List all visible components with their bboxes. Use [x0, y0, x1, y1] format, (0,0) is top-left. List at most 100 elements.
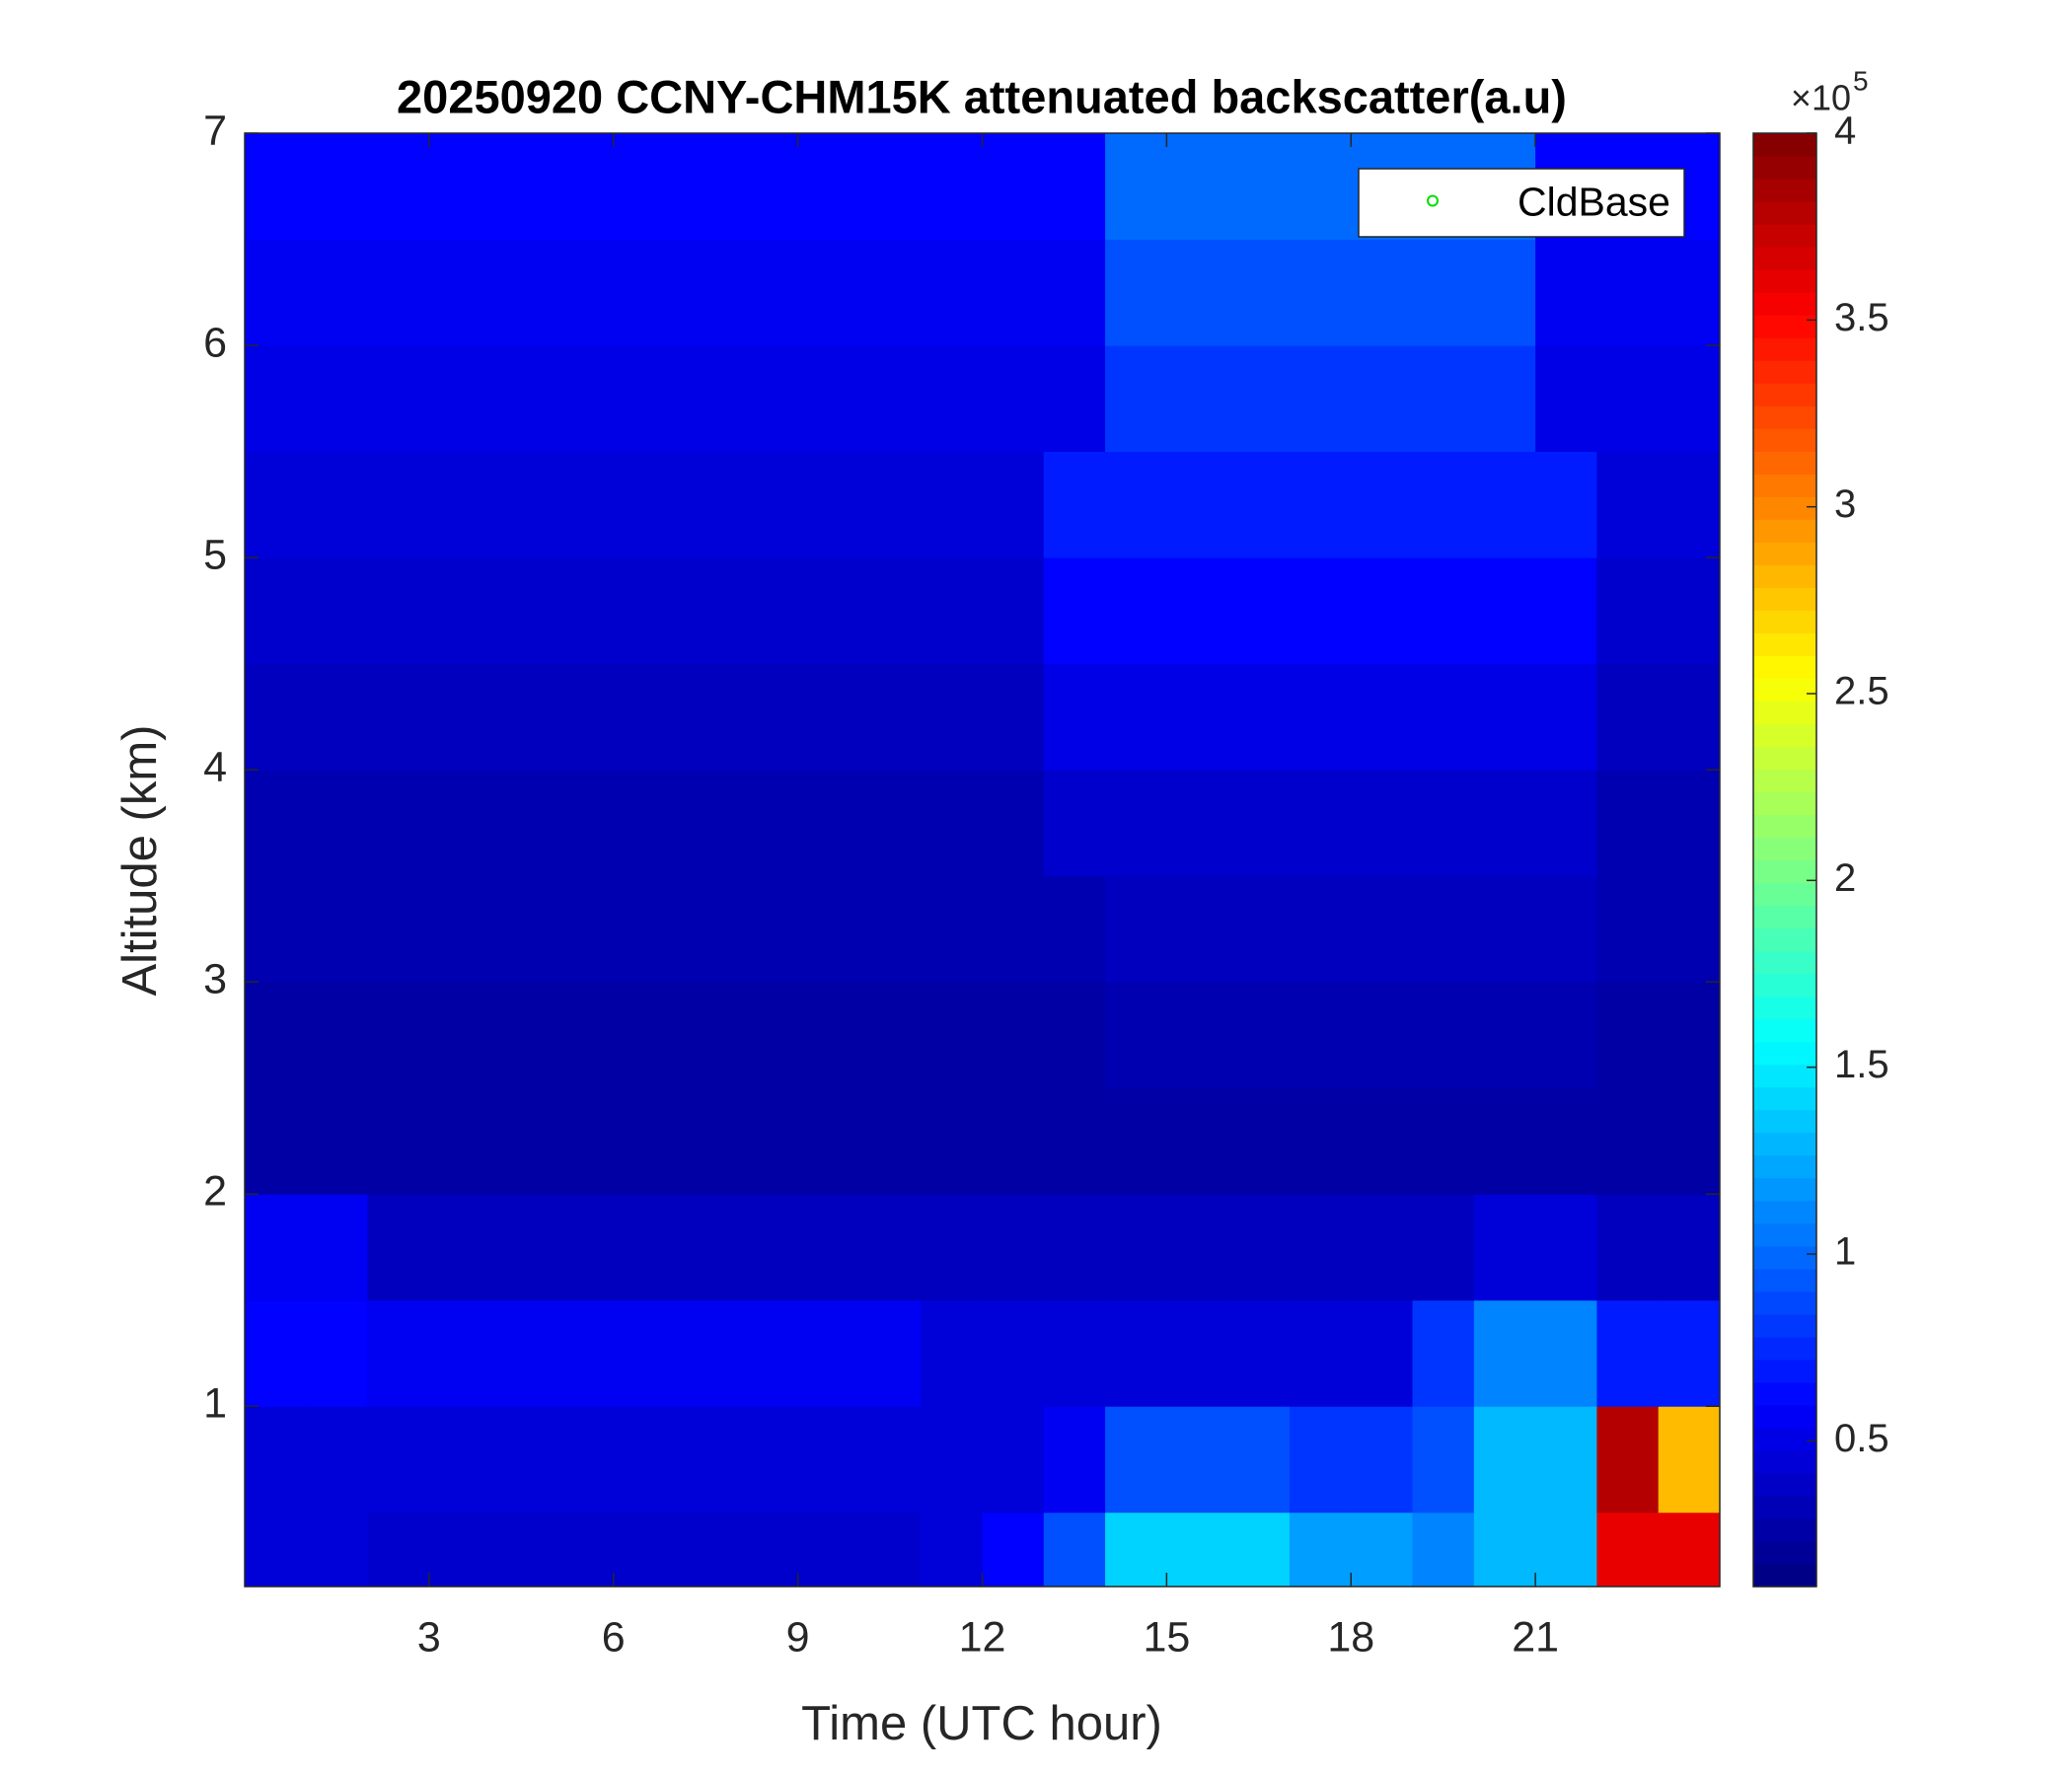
heatmap-cell [552, 451, 615, 558]
heatmap-cell [1535, 1512, 1597, 1588]
colorbar-swatch [1753, 905, 1816, 929]
heatmap-cell [921, 1406, 983, 1514]
heatmap-cell [1535, 982, 1597, 1089]
heatmap-cell [921, 1087, 983, 1195]
heatmap-cell [428, 663, 491, 771]
y-tick-label: 2 [203, 1168, 227, 1216]
heatmap-cell [797, 451, 860, 558]
heatmap-cell [1227, 345, 1291, 453]
heatmap-cell [736, 133, 799, 241]
colorbar-swatch [1753, 428, 1816, 452]
heatmap-cell [613, 1194, 676, 1301]
heatmap-cell [367, 239, 430, 346]
heatmap-cell [1473, 1406, 1536, 1514]
heatmap-cell [1658, 1406, 1721, 1514]
heatmap-cell [613, 557, 676, 665]
colorbar-swatch [1753, 1563, 1816, 1588]
heatmap-cell [858, 345, 922, 453]
heatmap-cell [1166, 770, 1229, 877]
y-tick-label: 6 [203, 319, 227, 366]
heatmap-cell [1658, 345, 1721, 453]
heatmap-cell [858, 875, 922, 983]
heatmap-cell [1596, 557, 1660, 665]
heatmap-cell [1043, 875, 1106, 983]
heatmap-cell [552, 1512, 615, 1588]
heatmap-cell [921, 1512, 983, 1588]
heatmap-cell [428, 1194, 491, 1301]
heatmap-cell [797, 1406, 860, 1514]
heatmap-cell [245, 982, 307, 1089]
colorbar-swatch [1753, 1245, 1816, 1270]
heatmap-cell [552, 1087, 615, 1195]
colorbar-swatch [1753, 678, 1816, 702]
heatmap-cell [1412, 1512, 1475, 1588]
heatmap-cell [1473, 1512, 1536, 1588]
heatmap-cell [428, 982, 491, 1089]
heatmap-cell [613, 770, 676, 877]
heatmap-cell [552, 875, 615, 983]
colorbar-swatch [1753, 1154, 1816, 1179]
heatmap-cell [1227, 1194, 1291, 1301]
heatmap-cell [1227, 1512, 1291, 1588]
heatmap-cell [367, 1299, 430, 1407]
heatmap-cell [306, 1087, 369, 1195]
heatmap-cell [245, 557, 307, 665]
heatmap-cell [367, 982, 430, 1089]
heatmap-cell [490, 1299, 553, 1407]
heatmap-cell [245, 1194, 307, 1301]
heatmap-cell [1043, 1194, 1106, 1301]
heatmap-cell [1658, 557, 1721, 665]
colorbar-swatch [1753, 587, 1816, 611]
heatmap-cell [1596, 239, 1660, 346]
colorbar-swatch [1753, 769, 1816, 793]
y-tick-label: 4 [203, 743, 227, 790]
heatmap-cell [1043, 1512, 1106, 1588]
heatmap-cell [1166, 345, 1229, 453]
heatmap-cell [1351, 451, 1414, 558]
heatmap-cell [1596, 982, 1660, 1089]
heatmap-cell [1412, 982, 1475, 1089]
heatmap-cell [428, 1512, 491, 1588]
colorbar-swatch [1753, 655, 1816, 679]
heatmap-cell [736, 1512, 799, 1588]
heatmap-cell [306, 770, 369, 877]
colorbar-swatch [1753, 201, 1816, 225]
colorbar-swatch [1753, 360, 1816, 384]
colorbar-swatch [1753, 882, 1816, 907]
colorbar-swatch [1753, 1132, 1816, 1156]
colorbar-swatch [1753, 337, 1816, 361]
heatmap-cell [245, 451, 307, 558]
heatmap-cell [675, 239, 737, 346]
heatmap-cell [1535, 1194, 1597, 1301]
heatmap-cell [1596, 1512, 1660, 1588]
heatmap-cell [1105, 770, 1167, 877]
colorbar-swatch [1753, 1472, 1816, 1497]
heatmap-cell [736, 1299, 799, 1407]
heatmap-cell [245, 1406, 307, 1514]
heatmap-cell [306, 557, 369, 665]
heatmap-cell [921, 663, 983, 771]
heatmap-cell [921, 1194, 983, 1301]
colorbar-swatch [1753, 1222, 1816, 1247]
heatmap-cell [1473, 345, 1536, 453]
heatmap-cell [245, 663, 307, 771]
heatmap-cell [1473, 875, 1536, 983]
heatmap-cell [245, 1087, 307, 1195]
x-tick-label: 21 [1512, 1613, 1559, 1661]
colorbar-swatch [1753, 1200, 1816, 1224]
heatmap-cell [982, 133, 1045, 241]
heatmap-cell [921, 557, 983, 665]
heatmap-cell [1473, 1087, 1536, 1195]
colorbar-swatch [1753, 950, 1816, 975]
heatmap-cell [675, 1299, 737, 1407]
heatmap-cell [797, 982, 860, 1089]
heatmap-cell [982, 345, 1045, 453]
colorbar-swatch [1753, 610, 1816, 633]
legend-marker [1427, 194, 1439, 207]
heatmap-cell [982, 451, 1045, 558]
heatmap-cell [1351, 1299, 1414, 1407]
heatmap-cell [1166, 1512, 1229, 1588]
heatmap-cell [306, 1406, 369, 1514]
colorbar-swatch [1753, 315, 1816, 338]
heatmap-cell [858, 451, 922, 558]
